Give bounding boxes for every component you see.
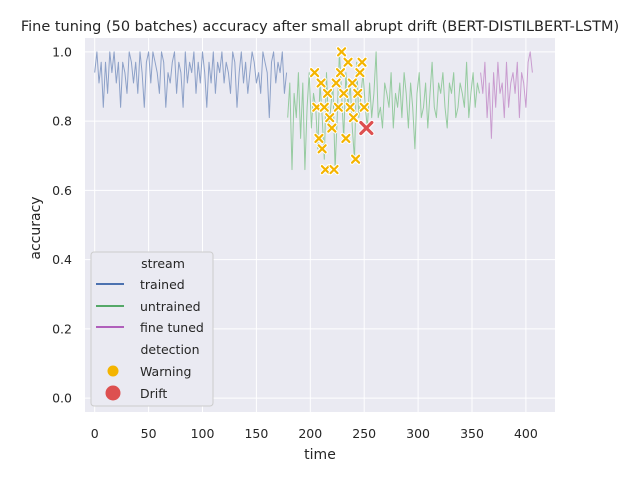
detection-marker-warning bbox=[335, 46, 348, 58]
detection-markers bbox=[309, 46, 375, 176]
marker-cross bbox=[339, 88, 349, 99]
legend-trained-label: trained bbox=[140, 277, 185, 292]
legend-warning-swatch bbox=[107, 365, 119, 377]
detection-marker-warning bbox=[330, 77, 342, 89]
marker-cross bbox=[329, 164, 339, 175]
marker-cross bbox=[317, 144, 327, 154]
detection-marker-warning bbox=[358, 101, 370, 113]
marker-cross bbox=[353, 88, 363, 99]
marker-cross bbox=[357, 57, 367, 67]
detection-marker-warning bbox=[319, 163, 331, 176]
series-line-trained bbox=[94, 51, 288, 119]
detection-marker-warning bbox=[332, 101, 344, 113]
x-axis-label: time bbox=[304, 447, 336, 463]
marker-cross bbox=[331, 78, 341, 88]
x-tick-label: 350 bbox=[460, 426, 484, 441]
series-lines bbox=[94, 51, 533, 171]
detection-marker-warning bbox=[316, 143, 328, 155]
marker-cross bbox=[319, 102, 329, 112]
marker-cross bbox=[345, 102, 355, 112]
detection-marker-warning bbox=[313, 132, 325, 145]
y-tick-label: 1.0 bbox=[52, 44, 72, 59]
series-line-fine-tuned bbox=[480, 51, 533, 139]
detection-marker-warning bbox=[354, 67, 366, 79]
detection-marker-warning bbox=[340, 132, 352, 145]
x-tick-label: 200 bbox=[298, 426, 322, 441]
detection-marker-warning bbox=[347, 112, 360, 124]
y-tick-label: 0.0 bbox=[52, 391, 72, 406]
marker-cross bbox=[341, 133, 351, 144]
x-tick-label: 400 bbox=[514, 426, 538, 441]
x-tick-label: 50 bbox=[141, 426, 157, 441]
marker-cross bbox=[320, 164, 330, 175]
detection-marker-warning bbox=[338, 87, 350, 100]
marker-cross bbox=[322, 88, 333, 99]
detection-marker-warning bbox=[352, 87, 364, 100]
detection-marker-warning bbox=[346, 77, 358, 89]
marker-cross bbox=[325, 113, 335, 123]
x-tick-label: 100 bbox=[191, 426, 215, 441]
detection-marker-warning bbox=[349, 153, 362, 165]
marker-cross bbox=[355, 68, 365, 78]
detection-marker-warning bbox=[321, 87, 334, 100]
marker-cross bbox=[347, 78, 357, 88]
legend-detection-title: detection bbox=[140, 342, 199, 357]
detection-marker-warning bbox=[356, 56, 368, 68]
legend-drift-swatch bbox=[105, 385, 121, 401]
marker-cross bbox=[333, 102, 343, 112]
detection-marker-warning bbox=[324, 112, 336, 124]
legend-drift-label: Drift bbox=[140, 386, 167, 401]
detection-marker-warning bbox=[326, 122, 338, 134]
legend-box bbox=[90, 251, 214, 407]
y-tick-label: 0.4 bbox=[52, 252, 72, 267]
detection-marker-warning bbox=[342, 56, 354, 68]
legend-warning-label: Warning bbox=[140, 364, 191, 379]
marker-cross bbox=[327, 123, 337, 133]
marker-cross bbox=[348, 113, 359, 123]
marker-cross bbox=[350, 154, 361, 164]
y-axis-label: accuracy bbox=[28, 196, 44, 259]
chart-title: Fine tuning (50 batches) accuracy after … bbox=[21, 19, 619, 35]
series-line-untrained bbox=[287, 51, 480, 171]
marker-cross bbox=[343, 57, 353, 67]
x-tick-label: 300 bbox=[406, 426, 430, 441]
detection-marker-warning bbox=[328, 163, 340, 176]
legend-stream-title: stream bbox=[141, 256, 185, 271]
marker-cross bbox=[316, 78, 326, 88]
detection-marker-warning bbox=[334, 67, 347, 79]
detection-marker-warning bbox=[315, 77, 327, 89]
marker-cross bbox=[359, 102, 369, 112]
marker-cross bbox=[335, 68, 346, 78]
y-tick-label: 0.6 bbox=[52, 183, 72, 198]
legend: stream trained untrained fine tuned dete… bbox=[90, 251, 214, 407]
marker-cross bbox=[359, 120, 374, 136]
marker-cross bbox=[336, 47, 347, 57]
x-tick-label: 150 bbox=[244, 426, 268, 441]
x-tick-label: 250 bbox=[352, 426, 376, 441]
detection-marker-warning bbox=[344, 101, 356, 113]
y-tick-label: 0.2 bbox=[52, 321, 72, 336]
x-tick-labels: 0 50 100 150 200 250 300 350 400 bbox=[91, 426, 538, 441]
detection-marker-drift bbox=[358, 119, 375, 137]
marker-cross bbox=[314, 133, 324, 144]
x-tick-label: 0 bbox=[91, 426, 99, 441]
legend-untrained-label: untrained bbox=[140, 299, 201, 314]
detection-marker-warning bbox=[318, 101, 330, 113]
legend-finetuned-label: fine tuned bbox=[140, 320, 204, 335]
y-tick-label: 0.8 bbox=[52, 114, 72, 129]
detection-marker-warning bbox=[309, 67, 321, 79]
y-tick-labels: 0.0 0.2 0.4 0.6 0.8 1.0 bbox=[52, 44, 72, 405]
marker-cross bbox=[310, 68, 320, 78]
